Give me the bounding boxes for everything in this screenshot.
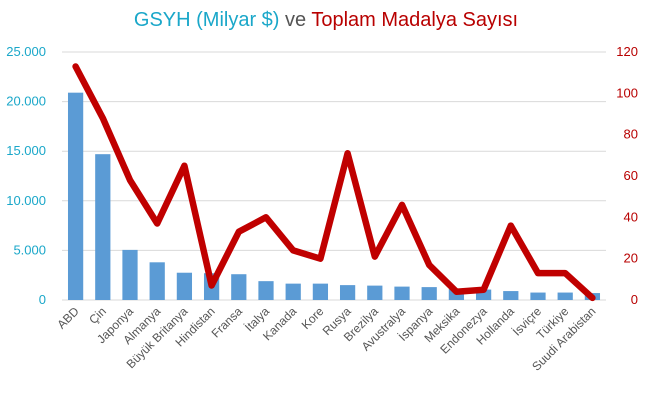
medal-point [292, 249, 294, 251]
gdp-bar [67, 92, 84, 300]
category-label: Fransa [209, 304, 246, 341]
medal-point [265, 216, 267, 218]
gdp-bar [122, 249, 138, 300]
left-tick-label: 25.000 [6, 44, 46, 59]
left-tick-label: 0 [39, 292, 46, 307]
right-tick-label: 120 [616, 44, 638, 59]
gdp-bars [67, 92, 601, 300]
medal-point [591, 297, 593, 299]
gdp-bar [530, 292, 546, 300]
medal-point [455, 291, 457, 293]
medal-point [347, 152, 349, 154]
right-tick-label: 100 [616, 85, 638, 100]
gridlines [62, 51, 606, 301]
gdp-bar [367, 285, 383, 300]
right-tick-label: 20 [624, 251, 638, 266]
gdp-bar [231, 274, 247, 300]
gdp-bar [339, 285, 356, 300]
gdp-bar [285, 283, 301, 300]
right-tick-label: 40 [624, 209, 638, 224]
right-tick-label: 0 [631, 292, 638, 307]
gdp-bar [503, 291, 519, 300]
gdp-bar [176, 272, 193, 300]
gdp-bar [475, 289, 492, 300]
chart-title-gdp: GSYH (Milyar $) [133, 9, 280, 31]
chart-title-connector: ve [279, 9, 312, 31]
gdp-bar [312, 283, 329, 300]
medal-point [211, 285, 213, 287]
medal-point [102, 117, 104, 119]
chart-title: GSYH (Milyar $) ve Toplam Madalya Sayısı [0, 8, 652, 32]
chart-title-medals: Toplam Madalya Sayısı [311, 9, 519, 31]
medal-point [319, 258, 321, 260]
category-label: ABD [54, 304, 82, 332]
medal-point [510, 225, 512, 227]
left-tick-label: 5.000 [13, 242, 46, 257]
medal-point [374, 256, 376, 258]
medal-point [75, 65, 77, 67]
right-tick-label: 80 [624, 127, 638, 142]
medal-point [537, 272, 539, 274]
medal-point [156, 223, 158, 225]
left-axis: 0 5.000 10.000 15.000 20.000 25.000 [6, 44, 46, 307]
medal-point [238, 231, 240, 233]
medal-point [129, 179, 131, 181]
medal-line-path [72, 63, 596, 302]
right-tick-label: 60 [624, 168, 638, 183]
left-tick-label: 10.000 [6, 193, 46, 208]
right-axis: 0 20 40 60 80 100 120 [616, 44, 638, 307]
medal-point [428, 264, 430, 266]
gdp-bar [258, 281, 274, 300]
left-tick-label: 20.000 [6, 94, 46, 109]
medal-point [183, 165, 185, 167]
medal-line [72, 63, 596, 302]
gdp-bar [557, 292, 573, 300]
gdp-bar [421, 287, 437, 300]
medal-point [401, 204, 403, 206]
gdp-bar [394, 286, 410, 300]
gdp-bar [149, 262, 165, 300]
category-label: Çin [86, 304, 109, 327]
medal-point [564, 272, 566, 274]
medal-point [483, 289, 485, 291]
left-tick-label: 15.000 [6, 143, 46, 158]
gdp-bar [95, 154, 111, 300]
